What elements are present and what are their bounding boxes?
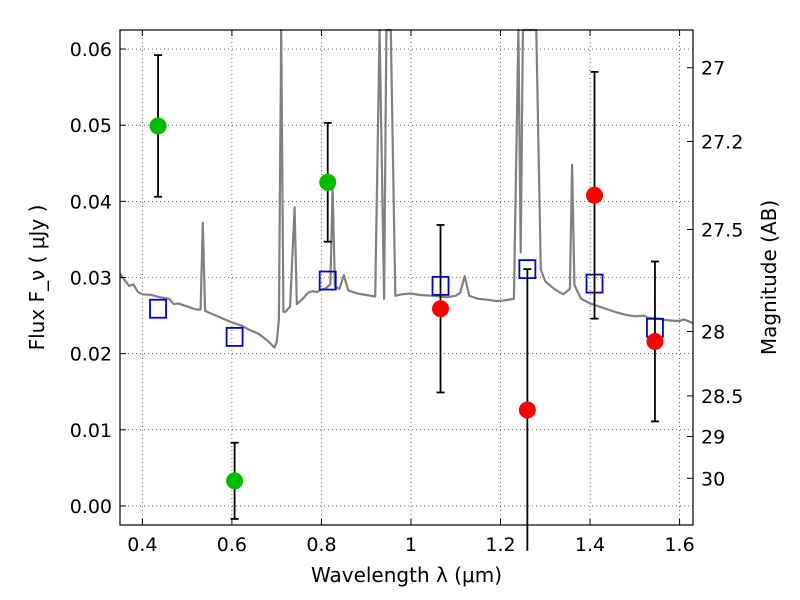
model-photometry-square: [225, 326, 244, 347]
y-tick-label: 0.02: [70, 344, 112, 366]
x-axis-title: Wavelength λ (μm): [311, 563, 502, 587]
photometry-point: [518, 401, 536, 419]
right-tick-label: 30: [701, 468, 725, 490]
right-tick-label: 27: [701, 58, 725, 80]
right-tick-label: 28.5: [701, 386, 743, 408]
photometry-point: [149, 117, 167, 135]
model-photometry-square: [149, 298, 167, 319]
photometry-point: [646, 332, 664, 350]
spectrum-layer: [119, 28, 694, 349]
x-tick-label: 0.6: [217, 534, 247, 556]
points-layer: [149, 54, 664, 551]
photometry-point: [586, 186, 604, 204]
model-spectrum-line: [119, 28, 694, 349]
x-tick-label: 1.6: [664, 534, 694, 556]
right-tick-label: 27.5: [701, 219, 743, 241]
x-tick-label: 1.4: [575, 534, 605, 556]
x-tick-label: 1.2: [485, 534, 515, 556]
plot-frame: [119, 29, 694, 526]
x-tick-label: 0.8: [306, 534, 336, 556]
y-tick-label: 0.04: [70, 191, 112, 213]
y-axis-title: Flux F_ν ( μJy ): [25, 205, 49, 351]
ticks-layer: 0.4 0.6 0.8 1 1.2 1.4 1.6 0.00 0.01 0.02 0.03 0.04 0…: [70, 30, 743, 556]
y-tick-label: 0.05: [70, 115, 112, 137]
y-tick-label: 0.01: [70, 420, 112, 442]
right-tick-label: 28: [701, 321, 725, 343]
photometry-point: [432, 300, 450, 318]
right-tick-label: 27.2: [701, 131, 743, 153]
x-tick-label: 0.4: [127, 534, 157, 556]
y-tick-label: 0.00: [70, 496, 112, 518]
right-tick-label: 29: [701, 427, 725, 449]
y-tick-label: 0.06: [70, 39, 112, 61]
photometry-point: [319, 173, 337, 191]
x-tick-label: 1: [405, 534, 417, 556]
right-axis-title: Magnitude (AB): [757, 200, 781, 355]
model-photometry-square: [318, 270, 337, 291]
photometry-point: [226, 472, 244, 490]
grid-layer: [120, 30, 693, 525]
y-tick-label: 0.03: [70, 268, 112, 290]
